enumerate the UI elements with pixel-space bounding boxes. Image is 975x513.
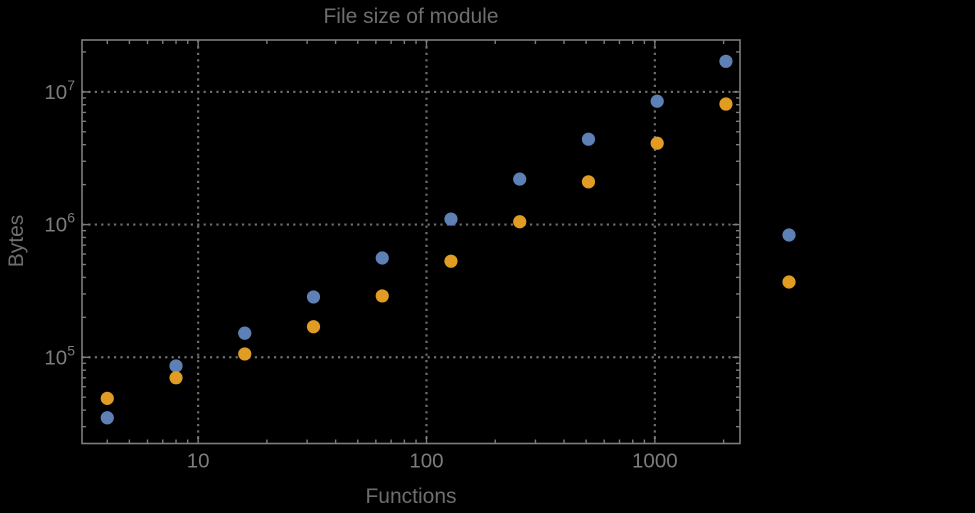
data-point-series-1 (650, 94, 664, 108)
x-axis-label: Functions (365, 485, 457, 508)
data-point-series-1 (444, 212, 458, 226)
legend-marker-series-1 (782, 228, 796, 242)
data-point-series-2 (306, 320, 321, 334)
y-tick-label: 106 (44, 210, 75, 237)
data-point-series-2 (100, 391, 114, 405)
y-tick-label: 105 (44, 342, 75, 369)
data-point-series-1 (513, 172, 527, 186)
data-point-series-2 (650, 136, 664, 150)
plot-frame (81, 39, 741, 445)
data-point-series-2 (375, 289, 389, 303)
data-point-series-1 (306, 290, 321, 304)
x-tick-label: 10 (187, 450, 210, 473)
y-tick-label: 107 (44, 77, 75, 104)
data-point-series-1 (375, 251, 389, 265)
data-point-series-2 (238, 347, 252, 361)
x-tick-label: 100 (409, 450, 443, 473)
data-point-series-2 (719, 97, 733, 111)
data-point-series-1 (100, 411, 114, 425)
data-point-series-1 (238, 326, 252, 340)
x-tick-label: 1000 (632, 450, 678, 473)
data-point-series-1 (719, 54, 733, 68)
data-point-series-2 (581, 175, 596, 189)
data-point-series-1 (581, 132, 596, 146)
legend-marker-series-2 (782, 275, 796, 289)
data-point-series-2 (444, 254, 458, 268)
data-point-series-1 (169, 359, 183, 373)
chart-title: File size of module (323, 5, 499, 28)
data-point-series-2 (513, 215, 527, 229)
data-point-series-2 (169, 371, 183, 385)
y-axis-label: Bytes (5, 214, 28, 268)
